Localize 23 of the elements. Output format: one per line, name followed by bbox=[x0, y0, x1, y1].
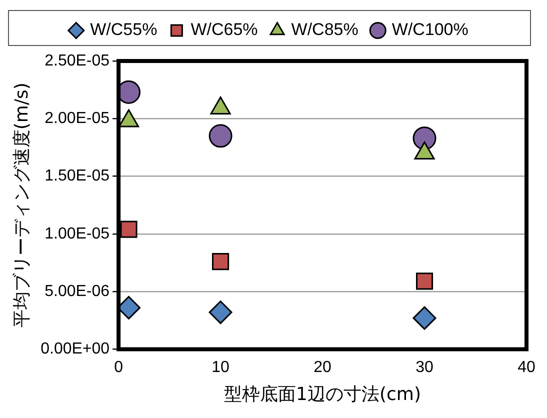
point bbox=[412, 306, 436, 330]
y-tick-label: 1.50E-05 bbox=[44, 168, 110, 185]
point bbox=[120, 220, 138, 238]
point bbox=[416, 272, 434, 290]
y-axis-title: 平均ブリーディング速度(m/s) bbox=[11, 82, 32, 328]
x-axis-title: 型枠底面1辺の寸法(cm) bbox=[224, 384, 421, 405]
y-tick-label: 5.00E-06 bbox=[44, 282, 110, 300]
x-tick-label: 40 bbox=[518, 359, 536, 376]
x-tick-label: 10 bbox=[212, 359, 230, 376]
y-tick-label: 2.50E-05 bbox=[44, 52, 110, 70]
legend-label: W/C55% bbox=[90, 20, 158, 40]
point bbox=[212, 253, 230, 270]
x-tick-label: 20 bbox=[314, 359, 332, 376]
x-tick-label: 30 bbox=[416, 359, 434, 376]
legend-label: W/C65% bbox=[190, 20, 258, 40]
y-tick-label: 2.00E-05 bbox=[44, 110, 110, 128]
point bbox=[208, 124, 232, 148]
point bbox=[208, 300, 232, 324]
y-tick-label: 0.00E+00 bbox=[40, 340, 110, 358]
x-tick-label: 0 bbox=[114, 359, 124, 376]
legend-label: W/C85% bbox=[291, 20, 358, 40]
legend-label: W/C100% bbox=[392, 20, 468, 40]
y-tick-label: 1.00E-05 bbox=[44, 225, 110, 242]
